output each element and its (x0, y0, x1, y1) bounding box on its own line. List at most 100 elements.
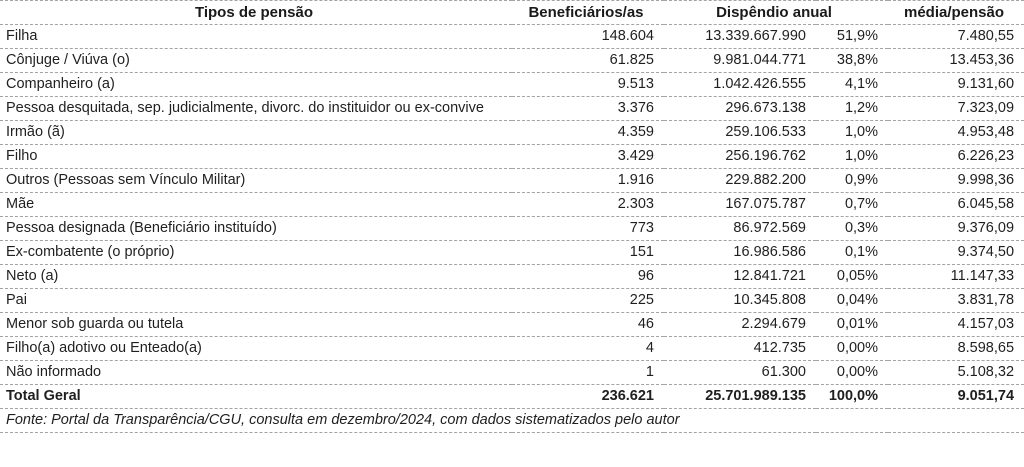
table-row: Irmão (ã) 4.359 259.106.533 1,0% 4.953,48 (0, 120, 1024, 145)
cell-percentual: 0,3% (816, 216, 889, 241)
cell-dispendio: 25.701.989.135 (664, 384, 816, 409)
table-row: Menor sob guarda ou tutela 46 2.294.679 0,0… (0, 312, 1024, 337)
cell-beneficiarios: 773 (512, 216, 664, 241)
cell-media: 9.131,60 (888, 72, 1024, 97)
cell-beneficiarios: 1 (512, 360, 664, 385)
table-row: Cônjuge / Viúva (o) 61.825 9.981.044.771 38… (0, 48, 1024, 73)
cell-media: 3.831,78 (888, 288, 1024, 313)
cell-tipo: Pai (0, 288, 512, 313)
header-tipos-de-pensao: Tipos de pensão (0, 0, 512, 25)
total-row: Total Geral 236.621 25.701.989.135 100,0% 9.… (0, 384, 1024, 409)
cell-beneficiarios: 96 (512, 264, 664, 289)
table-row: Ex-combatente (o próprio) 151 16.986.586 0,… (0, 240, 1024, 265)
cell-tipo: Outros (Pessoas sem Vínculo Militar) (0, 168, 512, 193)
cell-dispendio: 2.294.679 (664, 312, 816, 337)
cell-percentual: 51,9% (816, 24, 889, 49)
table-row: Neto (a) 96 12.841.721 0,05% 11.147,33 (0, 264, 1024, 289)
cell-percentual: 0,00% (816, 336, 889, 361)
cell-media: 9.051,74 (888, 384, 1024, 409)
cell-percentual: 1,0% (816, 144, 889, 169)
cell-dispendio: 13.339.667.990 (664, 24, 816, 49)
cell-beneficiarios: 3.429 (512, 144, 664, 169)
cell-tipo: Pessoa desquitada, sep. judicialmente, d… (0, 96, 512, 121)
header-media-pensao: média/pensão (888, 0, 1024, 25)
cell-media: 6.226,23 (888, 144, 1024, 169)
cell-media: 13.453,36 (888, 48, 1024, 73)
cell-media: 7.480,55 (888, 24, 1024, 49)
header-beneficiarios: Beneficiários/as (512, 0, 664, 25)
cell-percentual: 1,2% (816, 96, 889, 121)
cell-dispendio: 256.196.762 (664, 144, 816, 169)
cell-dispendio: 10.345.808 (664, 288, 816, 313)
pension-table: Tipos de pensão Beneficiários/as Dispênd… (0, 0, 1024, 433)
cell-media: 4.953,48 (888, 120, 1024, 145)
table-row: Pessoa designada (Beneficiário instituíd… (0, 216, 1024, 241)
header-row: Tipos de pensão Beneficiários/as Dispênd… (0, 0, 1024, 25)
cell-media: 7.323,09 (888, 96, 1024, 121)
cell-dispendio: 61.300 (664, 360, 816, 385)
table-row: Mãe 2.303 167.075.787 0,7% 6.045,58 (0, 192, 1024, 217)
cell-percentual: 1,0% (816, 120, 889, 145)
cell-media: 9.998,36 (888, 168, 1024, 193)
table-row: Pessoa desquitada, sep. judicialmente, d… (0, 96, 1024, 121)
header-dispendio-anual: Dispêndio anual (664, 0, 889, 25)
cell-dispendio: 259.106.533 (664, 120, 816, 145)
cell-tipo: Companheiro (a) (0, 72, 512, 97)
cell-percentual: 0,04% (816, 288, 889, 313)
source-row: Fonte: Portal da Transparência/CGU, cons… (0, 408, 1024, 433)
cell-dispendio: 167.075.787 (664, 192, 816, 217)
cell-percentual: 0,01% (816, 312, 889, 337)
cell-media: 9.374,50 (888, 240, 1024, 265)
table-row: Filho(a) adotivo ou Enteado(a) 4 412.735 0,… (0, 336, 1024, 361)
cell-beneficiarios: 236.621 (512, 384, 664, 409)
cell-tipo: Irmão (ã) (0, 120, 512, 145)
cell-beneficiarios: 148.604 (512, 24, 664, 49)
cell-tipo: Filho (0, 144, 512, 169)
cell-dispendio: 16.986.586 (664, 240, 816, 265)
cell-beneficiarios: 9.513 (512, 72, 664, 97)
cell-tipo: Neto (a) (0, 264, 512, 289)
cell-tipo: Pessoa designada (Beneficiário instituíd… (0, 216, 512, 241)
cell-tipo: Filho(a) adotivo ou Enteado(a) (0, 336, 512, 361)
cell-media: 11.147,33 (888, 264, 1024, 289)
cell-beneficiarios: 2.303 (512, 192, 664, 217)
table-body: Filha 148.604 13.339.667.990 51,9% 7.480,55 C… (0, 24, 1024, 409)
cell-percentual: 38,8% (816, 48, 889, 73)
cell-tipo: Mãe (0, 192, 512, 217)
table-row: Filho 3.429 256.196.762 1,0% 6.226,23 (0, 144, 1024, 169)
cell-dispendio: 296.673.138 (664, 96, 816, 121)
cell-beneficiarios: 4 (512, 336, 664, 361)
table-header: Tipos de pensão Beneficiários/as Dispênd… (0, 0, 1024, 25)
cell-beneficiarios: 225 (512, 288, 664, 313)
cell-dispendio: 229.882.200 (664, 168, 816, 193)
cell-beneficiarios: 46 (512, 312, 664, 337)
cell-percentual: 0,00% (816, 360, 889, 385)
cell-tipo: Total Geral (0, 384, 512, 409)
cell-tipo: Cônjuge / Viúva (o) (0, 48, 512, 73)
cell-media: 5.108,32 (888, 360, 1024, 385)
cell-media: 8.598,65 (888, 336, 1024, 361)
cell-dispendio: 12.841.721 (664, 264, 816, 289)
cell-tipo: Não informado (0, 360, 512, 385)
cell-dispendio: 412.735 (664, 336, 816, 361)
source-note: Fonte: Portal da Transparência/CGU, cons… (0, 408, 1024, 433)
table-footer: Fonte: Portal da Transparência/CGU, cons… (0, 408, 1024, 433)
table-row: Pai 225 10.345.808 0,04% 3.831,78 (0, 288, 1024, 313)
cell-percentual: 100,0% (816, 384, 889, 409)
cell-beneficiarios: 4.359 (512, 120, 664, 145)
cell-tipo: Menor sob guarda ou tutela (0, 312, 512, 337)
cell-beneficiarios: 151 (512, 240, 664, 265)
cell-beneficiarios: 1.916 (512, 168, 664, 193)
table-row: Companheiro (a) 9.513 1.042.426.555 4,1% 9.1… (0, 72, 1024, 97)
cell-tipo: Ex-combatente (o próprio) (0, 240, 512, 265)
cell-percentual: 0,05% (816, 264, 889, 289)
cell-media: 6.045,58 (888, 192, 1024, 217)
cell-beneficiarios: 61.825 (512, 48, 664, 73)
cell-tipo: Filha (0, 24, 512, 49)
table-row: Filha 148.604 13.339.667.990 51,9% 7.480,55 (0, 24, 1024, 49)
cell-percentual: 0,9% (816, 168, 889, 193)
cell-media: 4.157,03 (888, 312, 1024, 337)
cell-percentual: 0,7% (816, 192, 889, 217)
cell-percentual: 4,1% (816, 72, 889, 97)
cell-dispendio: 86.972.569 (664, 216, 816, 241)
